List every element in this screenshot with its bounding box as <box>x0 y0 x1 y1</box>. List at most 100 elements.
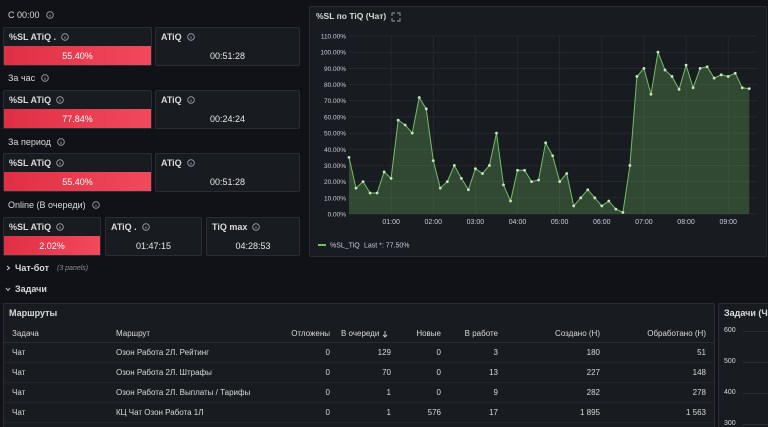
side-title: Задачи (Чат <box>724 308 768 318</box>
data-point <box>459 177 463 180</box>
table-cell: Чат <box>12 408 26 417</box>
chart-panel: %SL по TiQ (Чат) 0.00% 10.00% 20.00% 30.00% 4… <box>309 6 767 257</box>
info-circle <box>186 95 195 104</box>
stat-title: ATiQ <box>161 94 195 105</box>
info-circle <box>56 222 64 231</box>
series-area <box>349 52 750 215</box>
side-tick-label: 400 <box>724 389 736 396</box>
data-point <box>488 164 491 167</box>
table-cell: Озон Работа 2Л. Выплаты / Тарифы <box>116 388 251 397</box>
data-point <box>600 204 604 208</box>
data-point <box>403 123 407 127</box>
table-cell: 0 <box>436 388 441 397</box>
icon <box>6 265 11 271</box>
icon <box>141 222 150 231</box>
data-point <box>410 131 414 135</box>
stat-title-text: ATiQ <box>161 94 182 105</box>
x-tick-label: 06:00 <box>593 219 611 226</box>
y-tick-label: 90.00% <box>324 66 346 73</box>
table-cell: 70 <box>382 368 391 377</box>
stat-title-text: ATiQ <box>161 157 182 168</box>
y-tick-label: 70.00% <box>324 98 346 105</box>
table-cell: 0 <box>436 348 441 357</box>
data-point <box>593 196 597 200</box>
x-tick-label: 09:00 <box>719 219 737 226</box>
table-cell: 0 <box>325 408 330 417</box>
column-header-text: В работе <box>464 329 498 338</box>
sort-arrow <box>382 330 388 338</box>
data-point <box>635 75 639 78</box>
column-header: Отложены <box>291 329 330 338</box>
y-tick-label: 50.00% <box>324 131 346 138</box>
data-point <box>691 86 695 90</box>
icon <box>57 138 65 146</box>
row-divider <box>4 382 714 383</box>
column-header-text: Обработано (Н) <box>647 329 706 338</box>
stat-value: 00:51:28 <box>209 51 246 61</box>
data-point <box>705 65 709 69</box>
data-point <box>551 154 555 158</box>
x-tick-label: 01:00 <box>382 219 400 226</box>
info-circle <box>45 11 54 19</box>
side-grid-line <box>743 424 768 425</box>
stat-panel: %SL ATiQ 55.40% <box>3 153 152 192</box>
info-circle <box>41 74 49 82</box>
section-label: Online (В очереди) <box>8 199 100 211</box>
data-point <box>726 75 730 78</box>
table-cell: 51 <box>697 348 706 357</box>
y-tick-label: 40.00% <box>324 147 346 154</box>
data-point <box>621 210 625 214</box>
data-point <box>495 131 498 135</box>
data-point <box>438 186 442 190</box>
row-divider <box>4 402 714 403</box>
icon <box>382 330 388 338</box>
column-header-text: Создано (Н) <box>555 329 600 338</box>
data-point <box>396 118 400 122</box>
data-point <box>347 155 351 159</box>
data-point <box>572 204 576 208</box>
table-cell: Чат <box>12 368 26 377</box>
side-tick-label: 500 <box>724 358 736 365</box>
stat-value: 55.40% <box>4 172 151 191</box>
column-header: В работе <box>465 329 498 338</box>
row-divider <box>4 362 714 363</box>
y-tick-label: 30.00% <box>324 163 346 170</box>
table-cell: 1 563 <box>685 408 706 417</box>
data-point <box>537 178 541 182</box>
column-header: Создано (Н) <box>555 329 600 338</box>
data-point <box>649 92 653 96</box>
chart-title: %SL по TiQ (Чат) <box>316 11 386 21</box>
side-panel: Задачи (Чат 600 500 400 300 <box>718 303 768 427</box>
data-point <box>445 180 449 184</box>
row-title: Чат-бот <box>15 263 49 273</box>
section-title: За час <box>8 73 36 83</box>
side-grid-line <box>743 362 768 363</box>
info-circle <box>56 158 64 167</box>
icon <box>41 74 49 82</box>
data-point <box>733 71 737 75</box>
data-point <box>516 168 519 172</box>
expand-icon <box>391 12 401 22</box>
table-panel: Маршруты Задача Маршрут Отложены В очереди Но… <box>3 303 715 427</box>
column-header: Обработано (Н) <box>647 329 706 338</box>
stat-panel: %SL ATiQ 77.84% <box>3 90 152 129</box>
icon <box>5 287 11 292</box>
x-tick-label: 02:00 <box>425 219 443 226</box>
column-header-text: Новые <box>416 329 441 338</box>
data-point <box>628 164 632 167</box>
table-cell: Озон Работа 2Л. Рейтинг <box>116 348 210 357</box>
stat-title: %SL ATiQ . <box>9 31 69 42</box>
section-title: Online (В очереди) <box>8 200 86 210</box>
table-cell: 0 <box>325 368 330 377</box>
info-circle <box>91 201 100 209</box>
table-cell: Озон Работа 2Л. Штрафы <box>116 368 212 377</box>
icon <box>186 95 195 104</box>
icon <box>61 32 69 41</box>
stat-title: ATiQ <box>161 157 195 168</box>
data-point <box>740 86 744 90</box>
section-title: С 00:00 <box>8 10 40 20</box>
stat-panel: %SL ATiQ 2.02% <box>3 217 101 256</box>
row-divider <box>4 422 714 423</box>
data-point <box>698 66 702 70</box>
